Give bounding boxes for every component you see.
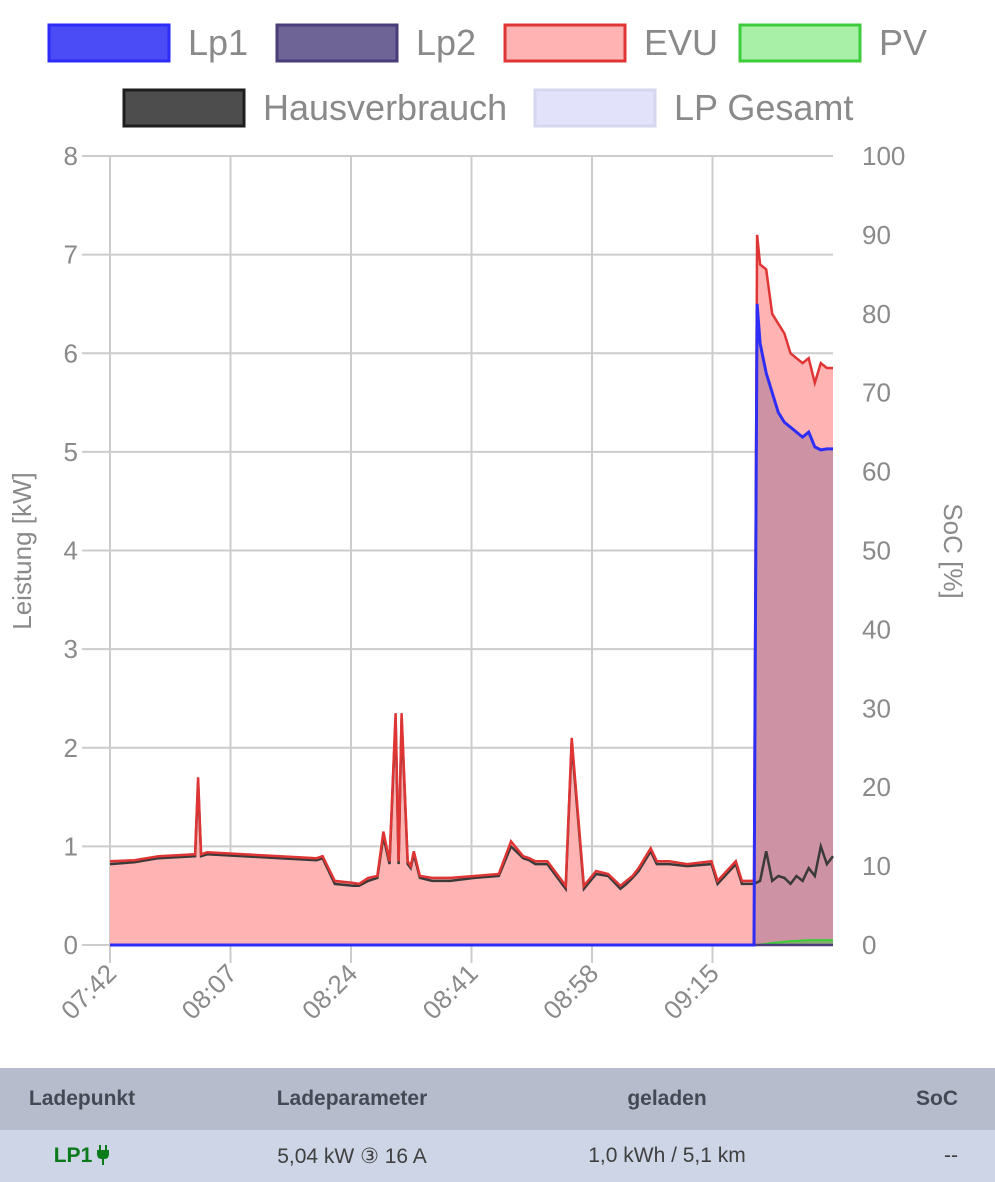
- header-ladepunkt: Ladepunkt: [28, 1087, 136, 1110]
- y2-tick-label: 30: [862, 693, 891, 723]
- y2-tick-label: 100: [862, 141, 905, 171]
- soc-value: --: [944, 1144, 958, 1167]
- series-hausverbrauch-line: [109, 718, 834, 893]
- y2-tick-label: 90: [862, 220, 891, 250]
- legend-swatch: [275, 23, 399, 63]
- x-tick-label: 07:42: [55, 958, 122, 1025]
- y2-tick-label: 60: [862, 457, 891, 487]
- chart-legend[interactable]: Lp1 Lp2 EVU PV Hausverbrauch LP Gesamt: [47, 22, 927, 128]
- x-tick-label: 08:07: [176, 958, 243, 1025]
- legend-item-pv[interactable]: PV: [738, 22, 927, 63]
- legend-label: PV: [879, 22, 927, 63]
- header-geladen: geladen: [627, 1087, 707, 1110]
- table-row[interactable]: LP1 5,04 kW ③ 16 A 1,0 kWh / 5,1 km --: [0, 1130, 995, 1182]
- legend-label: Lp2: [416, 22, 476, 63]
- legend-item-lp1[interactable]: Lp1: [47, 22, 248, 63]
- legend-swatch: [503, 23, 627, 63]
- y-axis-right: 0 10 20 30 40 50 60 70 80 90 100: [862, 141, 905, 960]
- y-tick-label: 2: [64, 733, 78, 763]
- y-tick-label: 5: [64, 437, 78, 467]
- series-lp1-line: [110, 303, 833, 947]
- x-tick-label: 08:58: [537, 958, 604, 1025]
- plug-icon: [97, 1145, 110, 1165]
- legend-label: Hausverbrauch: [263, 87, 507, 128]
- y-tick-label: 0: [64, 930, 78, 960]
- series-evu-line: [109, 234, 833, 890]
- x-tick-label: 08:41: [417, 958, 484, 1025]
- y-axis-left: 0 1 2 3 4 5 6 7 8: [64, 141, 78, 960]
- chargepoint-name[interactable]: LP1: [53, 1144, 93, 1167]
- legend-item-hausverbrauch[interactable]: Hausverbrauch: [122, 87, 507, 128]
- y-tick-label: 7: [64, 240, 78, 270]
- header-ladeparameter: Ladeparameter: [276, 1087, 428, 1110]
- y-axis-label: Leistung [kW]: [7, 472, 37, 630]
- legend-swatch: [738, 23, 862, 63]
- legend-label: Lp1: [188, 22, 248, 63]
- legend-item-evu[interactable]: EVU: [503, 22, 718, 63]
- chargepoint-table: Ladepunkt Ladeparameter geladen SoC LP1 …: [0, 1068, 995, 1182]
- y2-axis-label: SoC [%]: [938, 503, 968, 598]
- y-tick-label: 1: [64, 831, 78, 861]
- legend-label: EVU: [644, 22, 718, 63]
- x-tick-label: 09:15: [658, 958, 725, 1025]
- power-chart: Lp1 Lp2 EVU PV Hausverbrauch LP Gesamt 0 1 2 3 4 5…: [7, 22, 968, 1025]
- y2-tick-label: 0: [862, 930, 876, 960]
- y2-tick-label: 40: [862, 614, 891, 644]
- y2-tick-label: 50: [862, 536, 891, 566]
- legend-swatch: [533, 88, 657, 128]
- header-soc: SoC: [916, 1087, 958, 1110]
- chart-grid: [82, 155, 833, 963]
- y2-tick-label: 70: [862, 378, 891, 408]
- charge-parameters: 5,04 kW ③ 16 A: [277, 1144, 427, 1168]
- charged-amount: 1,0 kWh / 5,1 km: [588, 1144, 746, 1167]
- table-header: Ladepunkt Ladeparameter geladen SoC: [0, 1068, 995, 1130]
- x-tick-label: 08:24: [296, 958, 363, 1025]
- legend-swatch: [47, 23, 171, 63]
- y2-tick-label: 20: [862, 772, 891, 802]
- x-axis: 07:42 08:07 08:24 08:41 08:58 09:15: [55, 958, 725, 1025]
- y2-tick-label: 80: [862, 299, 891, 329]
- y2-tick-label: 10: [862, 851, 891, 881]
- plot-area: [109, 234, 834, 947]
- y-tick-label: 3: [64, 634, 78, 664]
- y-tick-label: 4: [64, 536, 78, 566]
- legend-label: LP Gesamt: [674, 87, 853, 128]
- legend-item-lp2[interactable]: Lp2: [275, 22, 476, 63]
- legend-swatch: [122, 88, 246, 128]
- y-tick-label: 8: [64, 141, 78, 171]
- y-tick-label: 6: [64, 338, 78, 368]
- legend-item-lp-gesamt[interactable]: LP Gesamt: [533, 87, 853, 128]
